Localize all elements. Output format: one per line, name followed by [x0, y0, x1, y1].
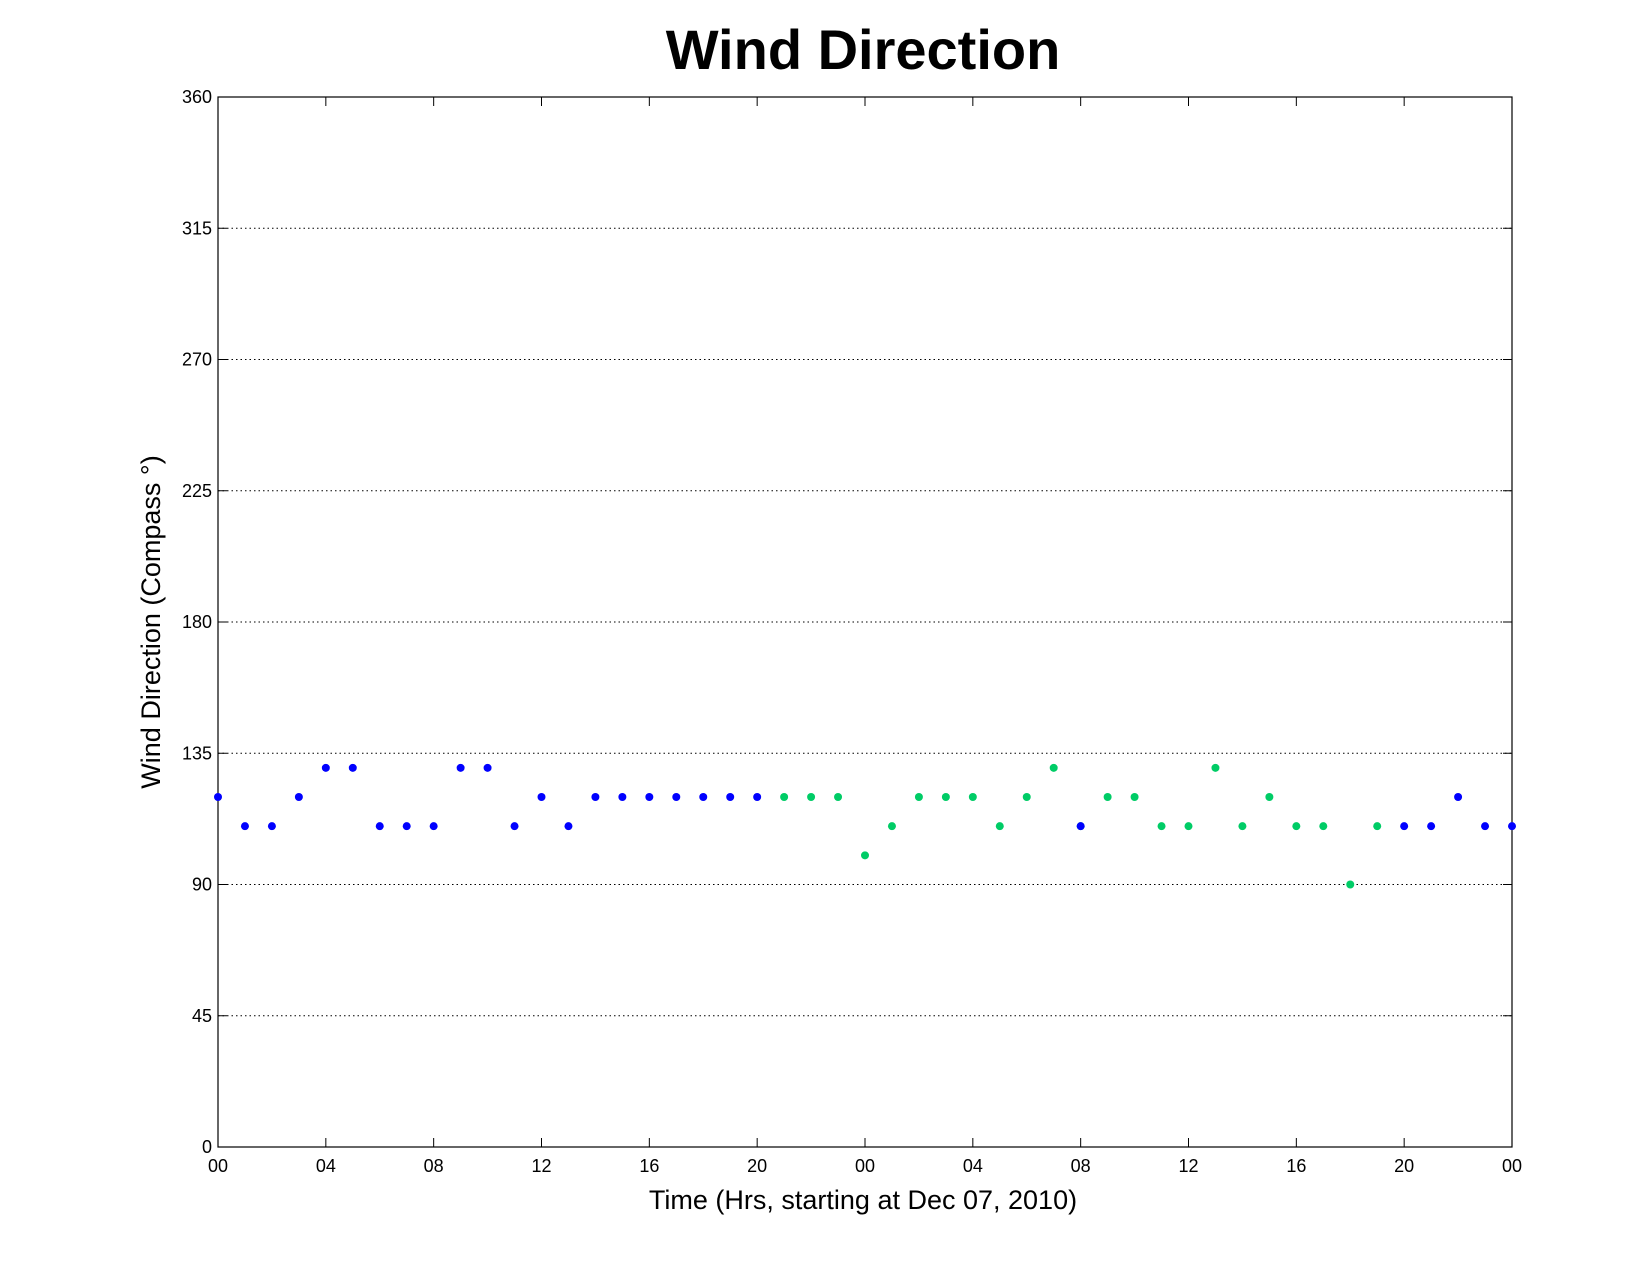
data-point: [1049, 763, 1058, 772]
data-point: [321, 763, 330, 772]
data-point: [483, 763, 492, 772]
y-tick-label: 135: [182, 743, 212, 763]
data-point: [240, 822, 249, 831]
data-points: [214, 763, 1516, 889]
x-tick-label: 16: [1286, 1156, 1306, 1176]
y-axis: 0 45 90 135 180 225 270 315 360: [182, 87, 1512, 1157]
data-point: [429, 822, 438, 831]
x-tick-label: 00: [1502, 1156, 1522, 1176]
data-point: [1157, 822, 1166, 831]
data-point: [1238, 822, 1247, 831]
data-point: [1211, 763, 1220, 772]
y-tick-label: 90: [192, 875, 212, 895]
data-point: [348, 763, 357, 772]
y-tick-label: 360: [182, 87, 212, 107]
x-tick-label: 08: [424, 1156, 444, 1176]
data-point: [267, 822, 276, 831]
data-point: [402, 822, 411, 831]
data-point: [456, 763, 465, 772]
data-point: [780, 793, 789, 801]
x-tick-label: 20: [1394, 1156, 1414, 1176]
data-point: [1184, 822, 1193, 831]
x-tick-label: 04: [316, 1156, 336, 1176]
data-point: [753, 793, 762, 801]
data-point: [968, 793, 977, 801]
x-tick-label: 12: [1178, 1156, 1198, 1176]
data-point: [1346, 880, 1355, 889]
x-axis-label: Time (Hrs, starting at Dec 07, 2010): [649, 1185, 1077, 1215]
chart-title: Wind Direction: [666, 18, 1061, 81]
y-tick-label: 270: [182, 350, 212, 370]
data-point: [726, 793, 735, 801]
data-point: [564, 822, 573, 831]
data-point: [807, 793, 816, 801]
data-point: [914, 793, 923, 801]
y-tick-label: 225: [182, 481, 212, 501]
x-tick-label: 20: [747, 1156, 767, 1176]
y-tick-label: 315: [182, 218, 212, 238]
data-point: [214, 793, 222, 801]
data-point: [294, 793, 303, 801]
data-point: [1454, 793, 1463, 801]
y-tick-label: 180: [182, 612, 212, 632]
data-point: [1076, 822, 1085, 831]
data-point: [1103, 793, 1112, 801]
data-point: [591, 793, 600, 801]
data-point: [995, 822, 1004, 831]
y-axis-label: Wind Direction (Compass °): [136, 455, 166, 788]
data-point: [941, 793, 950, 801]
data-point: [1427, 822, 1436, 831]
y-tick-label: 0: [202, 1137, 212, 1157]
x-tick-label: 00: [208, 1156, 228, 1176]
data-point: [645, 793, 654, 801]
plot-area: [218, 97, 1512, 1147]
x-axis: 00 04 08 12 16 20 00 04 08 12 16 20 00: [208, 97, 1522, 1176]
data-point: [1292, 822, 1301, 831]
x-tick-label: 04: [963, 1156, 983, 1176]
data-point: [375, 822, 384, 831]
data-point: [1481, 822, 1490, 831]
x-tick-label: 08: [1071, 1156, 1091, 1176]
data-point: [672, 793, 681, 801]
data-point: [699, 793, 708, 801]
data-point: [887, 822, 896, 831]
data-point: [1373, 822, 1382, 831]
data-point: [861, 851, 869, 860]
x-tick-label: 00: [855, 1156, 875, 1176]
data-point: [1265, 793, 1274, 801]
data-point: [1508, 822, 1516, 831]
data-point: [1022, 793, 1031, 801]
data-point: [510, 822, 519, 831]
data-point: [537, 793, 546, 801]
data-point: [618, 793, 627, 801]
x-tick-label: 12: [531, 1156, 551, 1176]
data-point: [1130, 793, 1139, 801]
plot-frame: [217, 96, 1513, 1148]
data-point: [834, 793, 843, 801]
data-point: [1319, 822, 1328, 831]
data-point: [1400, 822, 1409, 831]
y-tick-label: 45: [192, 1006, 212, 1026]
x-tick-label: 16: [639, 1156, 659, 1176]
